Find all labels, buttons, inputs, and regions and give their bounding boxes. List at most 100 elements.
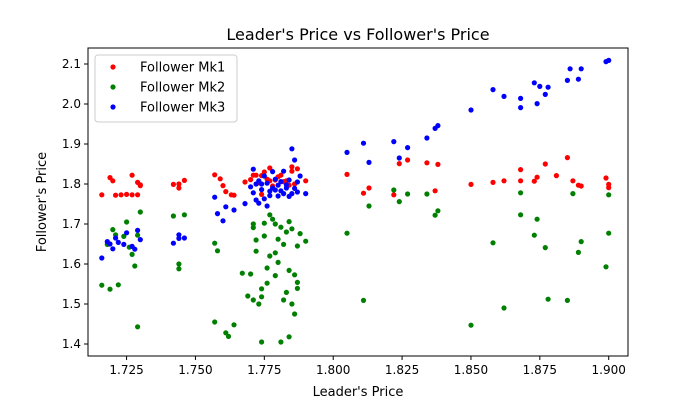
point-mk1-66 bbox=[578, 183, 584, 189]
point-mk2-32 bbox=[256, 301, 262, 307]
point-mk2-42 bbox=[270, 216, 276, 222]
point-mk1-40 bbox=[289, 164, 295, 170]
point-mk1-7 bbox=[129, 192, 135, 198]
point-mk1-5 bbox=[124, 191, 130, 197]
point-mk1-23 bbox=[248, 177, 254, 183]
point-mk3-52 bbox=[289, 191, 295, 197]
point-mk2-31 bbox=[253, 248, 259, 254]
point-mk1-44 bbox=[303, 178, 309, 184]
point-mk3-32 bbox=[261, 173, 267, 179]
point-mk1-54 bbox=[468, 181, 474, 187]
point-mk2-73 bbox=[432, 212, 438, 218]
point-mk3-46 bbox=[281, 191, 287, 197]
point-mk3-7 bbox=[124, 230, 130, 236]
point-mk3-16 bbox=[212, 194, 218, 200]
point-mk3-42 bbox=[275, 193, 281, 199]
point-mk3-43 bbox=[278, 179, 284, 185]
point-mk2-83 bbox=[545, 296, 551, 302]
point-mk1-46 bbox=[360, 190, 367, 196]
point-mk1-64 bbox=[570, 178, 576, 184]
point-mk2-46 bbox=[275, 236, 281, 242]
point-mk1-3 bbox=[113, 192, 119, 198]
point-mk3-4 bbox=[113, 235, 119, 241]
point-mk2-47 bbox=[275, 259, 281, 265]
point-mk2-2 bbox=[107, 286, 113, 292]
legend-marker-mk2 bbox=[110, 84, 116, 90]
point-mk1-53 bbox=[435, 161, 441, 167]
plot-frame bbox=[87, 47, 629, 357]
point-mk3-61 bbox=[366, 159, 372, 165]
point-mk2-52 bbox=[283, 289, 289, 295]
point-mk2-62 bbox=[294, 243, 300, 249]
legend: Follower Mk1 Follower Mk2 Follower Mk3 bbox=[94, 54, 238, 123]
point-mk3-28 bbox=[256, 200, 262, 206]
point-mk2-28 bbox=[250, 221, 256, 227]
point-mk3-36 bbox=[267, 193, 273, 199]
point-mk3-71 bbox=[518, 95, 524, 101]
point-mk2-70 bbox=[396, 199, 402, 205]
point-mk2-72 bbox=[424, 191, 430, 197]
point-mk2-20 bbox=[214, 248, 221, 254]
point-mk3-56 bbox=[294, 179, 300, 185]
point-mk3-48 bbox=[283, 185, 289, 191]
point-mk2-79 bbox=[518, 212, 524, 218]
point-mk3-69 bbox=[490, 87, 496, 93]
point-mk2-15 bbox=[176, 261, 182, 267]
point-mk2-68 bbox=[366, 203, 372, 209]
point-mk2-53 bbox=[283, 229, 289, 235]
point-mk1-49 bbox=[396, 161, 402, 167]
point-mk3-60 bbox=[360, 140, 367, 146]
point-mk1-67 bbox=[603, 175, 609, 181]
point-mk2-58 bbox=[289, 226, 295, 232]
x-tick-label: 1.850 bbox=[454, 363, 488, 377]
y-axis: 1.4 1.5 1.6 1.7 1.8 1.9 2.0 2.1 bbox=[62, 57, 88, 351]
point-mk1-43 bbox=[294, 166, 300, 172]
point-mk1-59 bbox=[531, 178, 537, 184]
point-mk3-18 bbox=[220, 218, 226, 224]
point-mk2-6 bbox=[121, 233, 127, 239]
point-mk2-85 bbox=[570, 191, 576, 197]
point-mk2-51 bbox=[281, 241, 287, 247]
point-mk2-38 bbox=[264, 265, 270, 271]
point-mk2-55 bbox=[286, 334, 292, 340]
point-mk3-63 bbox=[396, 155, 402, 161]
point-mk2-16 bbox=[176, 266, 182, 272]
point-mk2-0 bbox=[99, 282, 105, 288]
point-mk1-69 bbox=[606, 181, 612, 187]
point-mk1-29 bbox=[261, 169, 267, 175]
point-mk2-12 bbox=[135, 232, 141, 238]
point-mk1-21 bbox=[231, 192, 237, 198]
point-mk3-15 bbox=[181, 235, 187, 241]
point-mk2-44 bbox=[272, 250, 278, 256]
point-mk3-64 bbox=[405, 145, 411, 151]
point-mk2-9 bbox=[129, 251, 135, 257]
point-mk3-29 bbox=[259, 187, 265, 193]
point-mk2-80 bbox=[531, 232, 537, 238]
point-mk2-64 bbox=[297, 231, 303, 237]
point-mk1-52 bbox=[432, 188, 438, 194]
point-mk3-72 bbox=[518, 105, 524, 111]
point-mk3-5 bbox=[115, 239, 121, 245]
point-mk1-18 bbox=[220, 183, 226, 189]
point-mk3-45 bbox=[281, 168, 287, 174]
point-mk2-25 bbox=[245, 293, 251, 299]
point-mk1-55 bbox=[490, 179, 496, 185]
point-mk2-36 bbox=[261, 220, 267, 226]
point-mk3-12 bbox=[170, 240, 176, 246]
point-mk1-41 bbox=[289, 168, 295, 174]
points-layer bbox=[99, 57, 612, 345]
point-mk2-86 bbox=[575, 249, 582, 255]
point-mk1-8 bbox=[135, 192, 141, 198]
point-mk3-22 bbox=[248, 184, 254, 190]
point-mk3-30 bbox=[259, 181, 265, 187]
point-mk3-68 bbox=[468, 107, 474, 113]
point-mk2-43 bbox=[272, 221, 278, 227]
x-tick-label: 1.825 bbox=[385, 363, 419, 377]
x-tick-label: 1.775 bbox=[247, 363, 281, 377]
point-mk2-57 bbox=[289, 301, 295, 307]
point-mk3-0 bbox=[99, 255, 105, 261]
point-mk2-54 bbox=[286, 219, 292, 225]
point-mk1-58 bbox=[518, 167, 524, 173]
point-mk1-50 bbox=[405, 157, 411, 163]
point-mk2-76 bbox=[490, 240, 496, 246]
